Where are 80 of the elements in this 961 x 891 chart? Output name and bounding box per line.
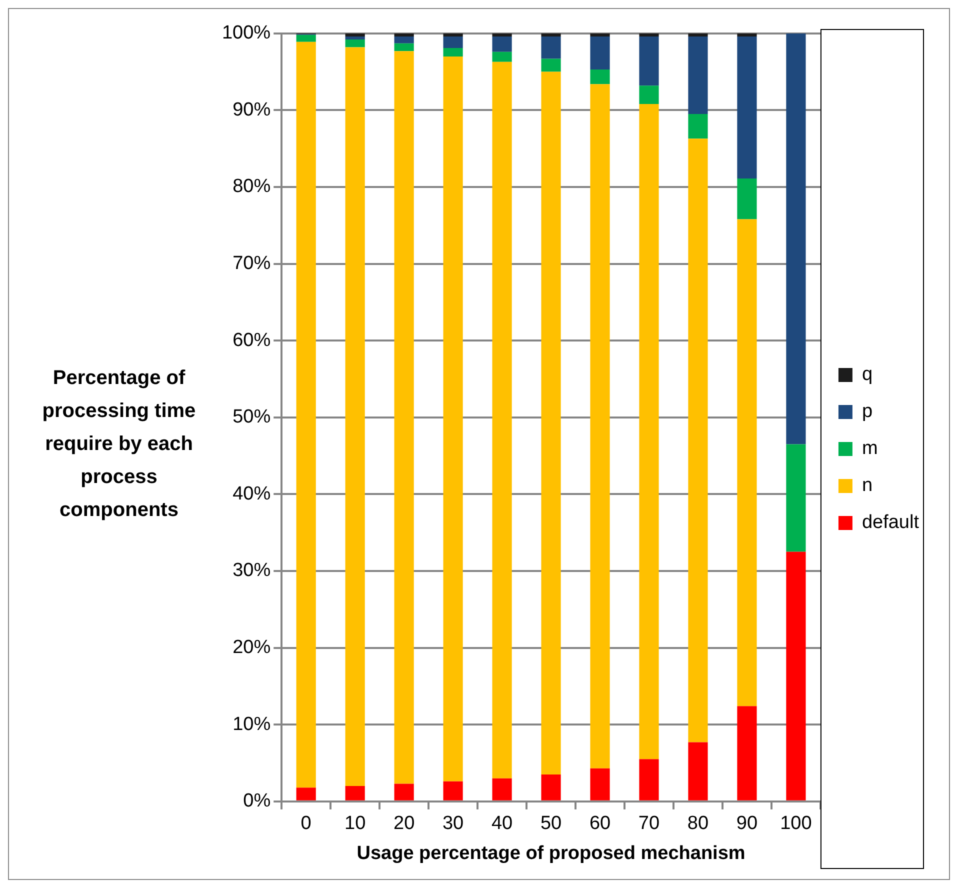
y-tick-label: 80% [232,176,271,198]
legend-label: n [862,475,873,496]
bar [590,33,610,36]
legend-label: q [862,364,873,386]
y-tick-label: 90% [232,99,271,120]
bar [443,33,463,36]
x-tick-label: 0 [300,813,312,834]
legend-label: m [862,438,878,460]
y-tick-label: 100% [222,22,271,44]
y-tick-label: 20% [232,637,271,658]
bar [345,40,365,48]
y-tick-label: 30% [232,560,271,582]
bar [296,34,316,42]
bar [737,36,757,179]
y-tick-label: 50% [232,406,271,428]
bar [394,51,414,784]
x-tick-label: 10 [344,813,366,834]
bar [443,56,463,782]
x-tick-label: 50 [540,813,562,834]
bar [345,786,365,800]
bar [296,788,316,800]
y-tick-label: 0% [243,790,271,812]
bar [394,784,414,800]
bar [639,104,659,760]
y-tick-label: 40% [232,483,271,504]
bar [688,114,708,139]
x-tick-label: 20 [393,813,415,834]
x-tick-label: 100 [780,813,812,834]
bar [541,774,561,800]
bar [492,33,512,36]
bar [590,69,610,84]
bar [786,444,806,552]
bar [688,138,708,742]
bar [737,219,757,706]
x-tick-label: 60 [589,813,611,834]
legend-label: p [862,401,873,422]
bar [688,33,708,36]
bar [737,178,757,220]
bar [394,43,414,52]
bar [541,33,561,36]
bar [492,36,512,52]
bar [443,48,463,56]
bar [541,72,561,775]
x-tick-label: 70 [638,813,660,834]
bar [688,36,708,114]
y-tick-label: 10% [232,714,271,735]
bar [394,33,414,36]
bar [345,36,365,40]
bar [345,33,365,36]
x-tick-label: 80 [687,813,709,834]
bar [296,42,316,788]
bar [737,706,757,800]
bar [492,52,512,62]
bar [443,36,463,48]
bar [492,778,512,800]
bar [345,47,365,786]
bar [590,36,610,70]
bar [443,781,463,800]
bar [541,58,561,72]
x-tick-label: 90 [736,813,758,834]
bar [737,33,757,36]
bar [639,33,659,36]
y-tick-label: 70% [232,253,271,274]
bar [590,768,610,800]
x-tick-label: 30 [442,813,464,834]
bar [639,759,659,800]
bar [590,84,610,768]
bar [492,62,512,778]
y-axis-title: Percentage of processing time require by each process components [41,366,197,522]
x-tick-label: 40 [491,813,513,834]
bar [688,742,708,800]
bar [786,33,806,444]
legend-label: default [862,512,920,534]
y-tick-label: 60% [232,330,271,351]
bar [541,36,561,59]
bar [639,36,659,86]
bar [639,86,659,104]
bar [786,552,806,800]
bar [394,36,414,44]
x-axis-title: Usage percentage of proposed mechanism [356,842,746,864]
